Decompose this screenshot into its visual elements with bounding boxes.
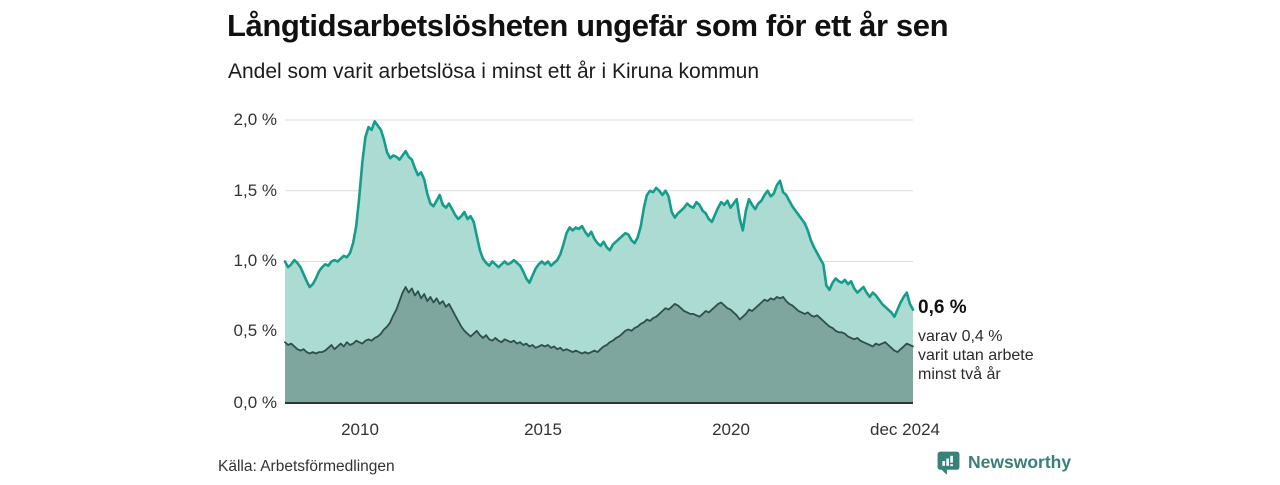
end-value-note: varav 0,4 % varit utan arbete minst två … (918, 327, 1054, 384)
chart-title: Långtidsarbetslösheten ungefär som för e… (227, 8, 949, 43)
xtick-label-2015: 2015 (524, 420, 562, 439)
chart-subtitle: Andel som varit arbetslösa i minst ett å… (228, 60, 760, 83)
end-value-note-line-2: varit utan arbete (918, 347, 1034, 364)
xtick-label-2010: 2010 (341, 420, 379, 439)
ytick-label-2-0: 2,0 % (233, 110, 277, 129)
ytick-label-1-0: 1,0 % (233, 251, 277, 270)
ytick-label-1-5: 1,5 % (233, 181, 277, 200)
newsworthy-logo: Newsworthy (936, 450, 1071, 475)
ytick-label-0-5: 0,5 % (233, 321, 277, 340)
end-value-label: 0,6 % (918, 297, 967, 318)
ytick-label-0-0: 0,0 % (233, 393, 277, 412)
xtick-label-2020: 2020 (712, 420, 750, 439)
end-value-note-line-3: minst två år (918, 366, 1001, 383)
newsworthy-bubble-barchart-icon (937, 451, 960, 475)
end-value-note-line-1: varav 0,4 % (918, 328, 1003, 345)
xtick-label-dec-2024: dec 2024 (870, 420, 940, 439)
source-text: Källa: Arbetsförmedlingen (218, 458, 395, 475)
newsworthy-wordmark: Newsworthy (968, 452, 1072, 472)
